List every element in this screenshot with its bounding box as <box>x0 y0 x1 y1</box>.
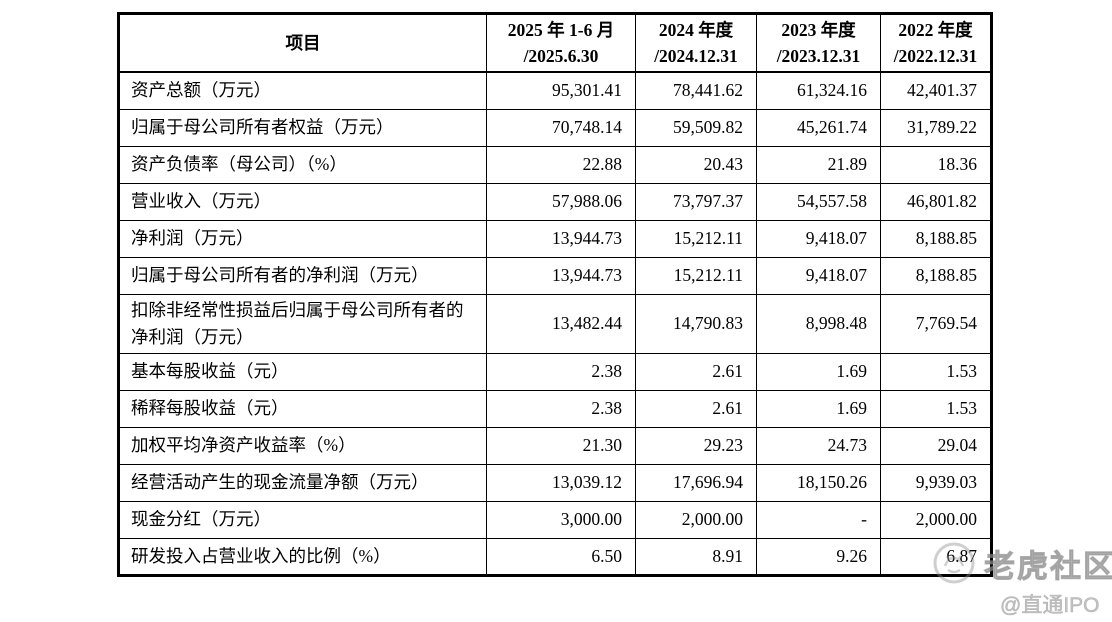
table-cell: 46,801.82 <box>880 182 992 221</box>
table-cell: 8,998.48 <box>756 293 881 354</box>
table-cell: 14,790.83 <box>635 293 757 354</box>
table-cell: 8,188.85 <box>880 219 992 258</box>
table-cell: 13,039.12 <box>486 463 636 502</box>
header-period-2025h1: 2025 年 1-6 月 /2025.6.30 <box>486 13 636 73</box>
table-row: 加权平均净资产收益率（%） 21.30 29.23 24.73 29.04 <box>118 426 992 465</box>
table-cell: 2,000.00 <box>635 500 757 539</box>
table-cell: 8,188.85 <box>880 256 992 295</box>
table-cell: 9.26 <box>756 537 881 576</box>
table-cell: 2,000.00 <box>880 500 992 539</box>
table-cell: 21.89 <box>756 145 881 184</box>
table-cell: 31,789.22 <box>880 108 992 147</box>
row-label: 现金分红（万元） <box>118 500 487 539</box>
table-cell: 1.69 <box>756 389 881 428</box>
row-label: 资产负债率（母公司）（%） <box>118 145 487 184</box>
table-cell: 9,939.03 <box>880 463 992 502</box>
row-label: 归属于母公司所有者的净利润（万元） <box>118 256 487 295</box>
row-label: 净利润（万元） <box>118 219 487 258</box>
table-cell: 1.53 <box>880 352 992 391</box>
header-period-2022: 2022 年度 /2022.12.31 <box>880 13 992 73</box>
header-period-2024: 2024 年度 /2024.12.31 <box>635 13 757 73</box>
table-cell: 3,000.00 <box>486 500 636 539</box>
table-row: 基本每股收益（元） 2.38 2.61 1.69 1.53 <box>118 352 992 391</box>
header-period-2023: 2023 年度 /2023.12.31 <box>756 13 881 73</box>
table-row: 研发投入占营业收入的比例（%） 6.50 8.91 9.26 6.87 <box>118 537 992 576</box>
header-period-line1: 2022 年度 <box>898 20 973 40</box>
header-item-label: 项目 <box>285 33 321 53</box>
table-cell: 8.91 <box>635 537 757 576</box>
table-cell: 13,944.73 <box>486 256 636 295</box>
table-cell: 57,988.06 <box>486 182 636 221</box>
table-cell: 54,557.58 <box>756 182 881 221</box>
table-cell: 13,482.44 <box>486 293 636 354</box>
table-cell: 18,150.26 <box>756 463 881 502</box>
row-label: 基本每股收益（元） <box>118 352 487 391</box>
header-item: 项目 <box>118 13 487 73</box>
watermark-handle-text: @直通IPO <box>1000 594 1100 618</box>
table-row: 资产总额（万元） 95,301.41 78,441.62 61,324.16 4… <box>118 71 992 110</box>
row-label: 归属于母公司所有者权益（万元） <box>118 108 487 147</box>
table-cell: 17,696.94 <box>635 463 757 502</box>
table-cell: 24.73 <box>756 426 881 465</box>
table-row: 资产负债率（母公司）（%） 22.88 20.43 21.89 18.36 <box>118 145 992 184</box>
table-row: 净利润（万元） 13,944.73 15,212.11 9,418.07 8,1… <box>118 219 992 258</box>
table-cell: 18.36 <box>880 145 992 184</box>
table-row: 归属于母公司所有者的净利润（万元） 13,944.73 15,212.11 9,… <box>118 256 992 295</box>
table-cell: 15,212.11 <box>635 219 757 258</box>
table-cell: 20.43 <box>635 145 757 184</box>
table-cell: 73,797.37 <box>635 182 757 221</box>
table-cell: 29.04 <box>880 426 992 465</box>
table-cell: 6.50 <box>486 537 636 576</box>
table-cell: 2.61 <box>635 352 757 391</box>
table-row: 经营活动产生的现金流量净额（万元） 13,039.12 17,696.94 18… <box>118 463 992 502</box>
table-row: 现金分红（万元） 3,000.00 2,000.00 - 2,000.00 <box>118 500 992 539</box>
table-cell: 70,748.14 <box>486 108 636 147</box>
table-cell: 29.23 <box>635 426 757 465</box>
header-period-line2: /2025.6.30 <box>523 46 599 66</box>
header-period-line2: /2024.12.31 <box>654 46 738 66</box>
table-cell: 59,509.82 <box>635 108 757 147</box>
row-label: 稀释每股收益（元） <box>118 389 487 428</box>
table-row: 归属于母公司所有者权益（万元） 70,748.14 59,509.82 45,2… <box>118 108 992 147</box>
table-cell: 15,212.11 <box>635 256 757 295</box>
table-cell: 2.61 <box>635 389 757 428</box>
header-period-line1: 2025 年 1-6 月 <box>507 20 615 40</box>
table-row: 扣除非经常性损益后归属于母公司所有者的净利润（万元） 13,482.44 14,… <box>118 293 992 354</box>
table-cell: 7,769.54 <box>880 293 992 354</box>
table-cell: 78,441.62 <box>635 71 757 110</box>
table-cell: 2.38 <box>486 352 636 391</box>
table-row: 稀释每股收益（元） 2.38 2.61 1.69 1.53 <box>118 389 992 428</box>
header-period-line2: /2022.12.31 <box>893 46 978 66</box>
financial-summary-table: 项目 2025 年 1-6 月 /2025.6.30 2024 年度 /2024… <box>117 12 993 577</box>
table-cell: - <box>756 500 881 539</box>
table-cell: 21.30 <box>486 426 636 465</box>
header-period-line2: /2023.12.31 <box>776 46 861 66</box>
table-header-row: 项目 2025 年 1-6 月 /2025.6.30 2024 年度 /2024… <box>118 13 992 73</box>
table-row: 营业收入（万元） 57,988.06 73,797.37 54,557.58 4… <box>118 182 992 221</box>
table-cell: 95,301.41 <box>486 71 636 110</box>
row-label: 资产总额（万元） <box>118 71 487 110</box>
table-cell: 9,418.07 <box>756 219 881 258</box>
header-period-line1: 2024 年度 <box>658 20 734 40</box>
table-cell: 9,418.07 <box>756 256 881 295</box>
row-label: 经营活动产生的现金流量净额（万元） <box>118 463 487 502</box>
table-cell: 13,944.73 <box>486 219 636 258</box>
watermark-brand-text: 老虎社区 <box>984 549 1112 585</box>
table-cell: 1.69 <box>756 352 881 391</box>
row-label: 研发投入占营业收入的比例（%） <box>118 537 487 576</box>
table-cell: 22.88 <box>486 145 636 184</box>
table-cell: 45,261.74 <box>756 108 881 147</box>
table-cell: 6.87 <box>880 537 992 576</box>
row-label: 扣除非经常性损益后归属于母公司所有者的净利润（万元） <box>118 293 487 354</box>
table-cell: 2.38 <box>486 389 636 428</box>
table-cell: 42,401.37 <box>880 71 992 110</box>
row-label: 加权平均净资产收益率（%） <box>118 426 487 465</box>
table-cell: 1.53 <box>880 389 992 428</box>
table-cell: 61,324.16 <box>756 71 881 110</box>
row-label: 营业收入（万元） <box>118 182 487 221</box>
header-period-line1: 2023 年度 <box>781 20 856 40</box>
